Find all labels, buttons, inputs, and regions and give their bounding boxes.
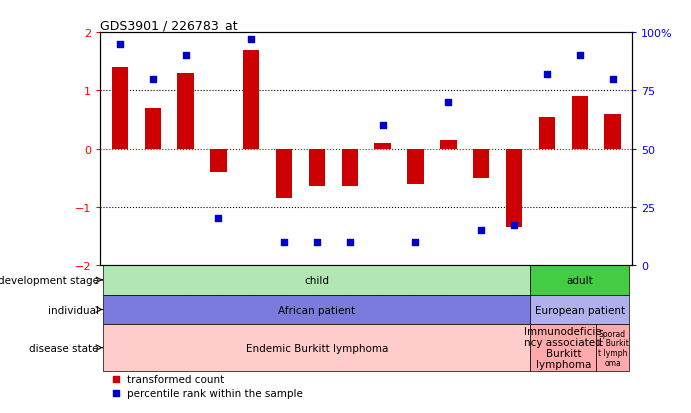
- Point: [377, 123, 388, 129]
- Text: Immunodeficie
ncy associated
Burkitt
lymphoma: Immunodeficie ncy associated Burkitt lym…: [524, 327, 602, 369]
- Point: [111, 376, 122, 382]
- Text: adult: adult: [567, 275, 593, 285]
- Bar: [571, 97, 588, 149]
- Bar: [506, 149, 522, 228]
- Bar: [178, 74, 193, 149]
- Point: [509, 223, 520, 229]
- Text: development stage: development stage: [0, 275, 99, 285]
- Point: [410, 239, 421, 245]
- Bar: [104, 295, 531, 325]
- Text: African patient: African patient: [278, 305, 356, 315]
- Bar: [539, 117, 555, 149]
- Bar: [375, 143, 391, 149]
- Bar: [243, 50, 260, 149]
- Point: [180, 53, 191, 59]
- Text: child: child: [305, 275, 330, 285]
- Bar: [276, 149, 292, 199]
- Text: Endemic Burkitt lymphoma: Endemic Burkitt lymphoma: [246, 343, 388, 353]
- Bar: [144, 109, 161, 149]
- Bar: [531, 266, 629, 295]
- Text: transformed count: transformed count: [126, 374, 224, 385]
- Bar: [112, 68, 128, 149]
- Bar: [596, 325, 629, 371]
- Point: [574, 53, 585, 59]
- Point: [344, 239, 355, 245]
- Bar: [210, 149, 227, 173]
- Point: [475, 227, 486, 234]
- Text: GDS3901 / 226783_at: GDS3901 / 226783_at: [100, 19, 238, 32]
- Text: individual: individual: [48, 305, 99, 315]
- Point: [312, 239, 323, 245]
- Bar: [309, 149, 325, 187]
- Bar: [104, 325, 531, 371]
- Bar: [531, 325, 596, 371]
- Text: European patient: European patient: [535, 305, 625, 315]
- Point: [213, 216, 224, 222]
- Bar: [341, 149, 358, 187]
- Point: [246, 37, 257, 43]
- Bar: [440, 140, 457, 149]
- Point: [147, 76, 158, 83]
- Bar: [104, 266, 531, 295]
- Bar: [531, 295, 629, 325]
- Bar: [473, 149, 489, 178]
- Bar: [605, 114, 621, 149]
- Point: [278, 239, 290, 245]
- Point: [607, 76, 618, 83]
- Point: [541, 71, 552, 78]
- Point: [115, 41, 126, 48]
- Text: disease state: disease state: [29, 343, 99, 353]
- Point: [111, 390, 122, 396]
- Text: Sporad
ic Burkit
t lymph
oma: Sporad ic Burkit t lymph oma: [596, 329, 629, 367]
- Point: [443, 100, 454, 106]
- Text: percentile rank within the sample: percentile rank within the sample: [126, 388, 303, 398]
- Bar: [407, 149, 424, 184]
